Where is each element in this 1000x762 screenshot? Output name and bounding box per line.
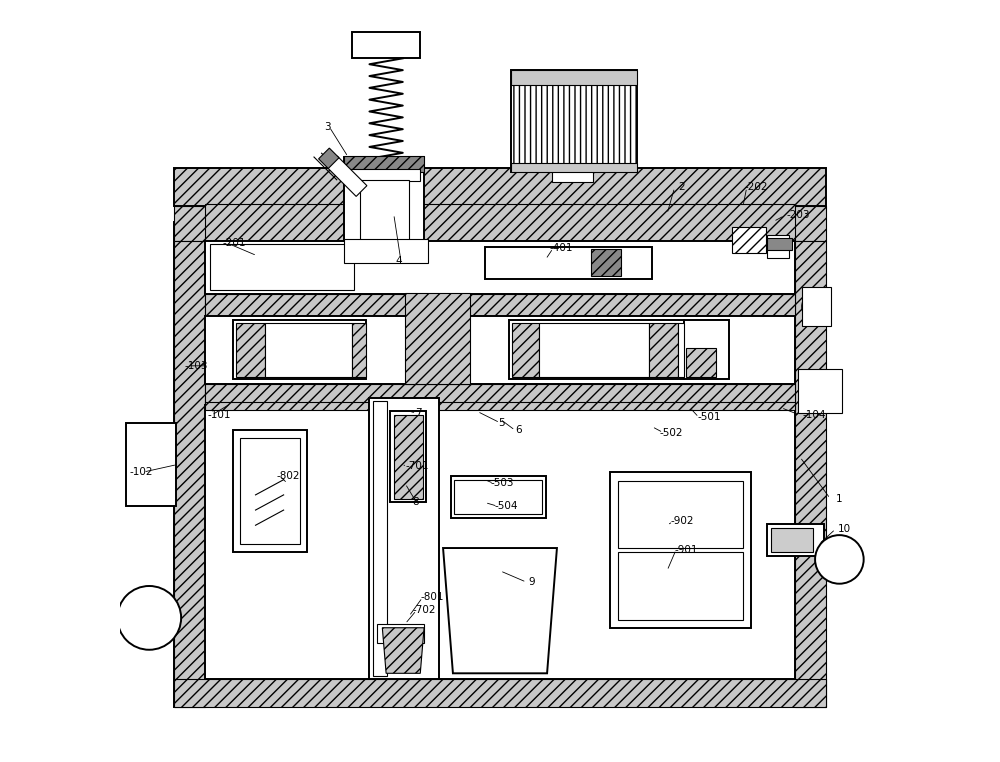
Bar xyxy=(798,369,842,413)
Text: 3: 3 xyxy=(324,122,330,132)
Bar xyxy=(552,168,593,182)
Bar xyxy=(732,227,766,254)
Bar xyxy=(451,476,546,517)
Bar xyxy=(344,157,424,241)
Bar xyxy=(618,482,743,548)
Bar xyxy=(174,679,826,707)
Bar xyxy=(240,438,300,544)
Bar xyxy=(174,241,205,707)
Text: -203: -203 xyxy=(787,210,810,220)
Bar xyxy=(686,348,716,377)
Text: -501: -501 xyxy=(697,412,721,422)
Text: -401: -401 xyxy=(549,243,573,253)
Bar xyxy=(405,293,470,384)
Bar xyxy=(233,320,366,379)
Text: 4: 4 xyxy=(395,256,402,266)
Text: 5: 5 xyxy=(498,418,504,427)
Bar xyxy=(591,249,621,277)
Circle shape xyxy=(802,293,830,320)
Text: 1: 1 xyxy=(836,494,842,504)
Bar xyxy=(236,322,265,377)
Bar xyxy=(352,32,420,59)
Bar xyxy=(348,169,420,181)
Bar xyxy=(684,320,729,379)
Bar xyxy=(377,624,424,643)
Bar xyxy=(205,204,795,241)
Bar xyxy=(678,322,684,377)
Bar xyxy=(205,405,795,679)
Bar xyxy=(795,241,826,707)
Circle shape xyxy=(117,586,181,650)
Bar xyxy=(454,480,542,514)
Text: -101: -101 xyxy=(208,410,231,420)
Text: -104: -104 xyxy=(802,410,826,420)
Bar xyxy=(327,156,367,197)
Text: 8: 8 xyxy=(413,498,419,507)
Text: -201: -201 xyxy=(223,238,246,248)
Bar xyxy=(767,235,789,258)
Bar xyxy=(485,247,652,278)
Bar xyxy=(360,180,409,241)
Bar xyxy=(205,384,795,405)
Bar xyxy=(319,148,339,168)
Bar xyxy=(205,241,795,293)
Text: 6: 6 xyxy=(515,425,522,435)
Text: 7: 7 xyxy=(415,408,422,418)
Bar xyxy=(390,411,426,502)
Bar xyxy=(265,322,352,377)
Text: -202: -202 xyxy=(744,182,768,192)
Bar xyxy=(539,322,649,377)
Bar xyxy=(802,287,831,326)
Bar xyxy=(205,293,795,316)
Bar xyxy=(618,552,743,620)
Text: -801: -801 xyxy=(420,592,444,603)
Circle shape xyxy=(815,535,864,584)
Bar xyxy=(767,239,792,251)
Bar xyxy=(649,322,678,377)
Bar xyxy=(174,207,826,241)
Polygon shape xyxy=(382,628,424,674)
Text: -103: -103 xyxy=(185,361,208,371)
Polygon shape xyxy=(443,548,557,674)
Bar xyxy=(344,239,428,264)
Text: -701: -701 xyxy=(405,461,429,471)
Text: -702: -702 xyxy=(413,605,436,615)
Bar xyxy=(126,423,176,506)
Text: -503: -503 xyxy=(491,479,514,488)
Bar xyxy=(210,245,354,290)
Bar xyxy=(205,315,795,384)
Bar xyxy=(205,402,795,410)
Bar xyxy=(512,322,539,377)
Text: -902: -902 xyxy=(671,517,694,527)
Bar xyxy=(233,431,307,552)
Bar xyxy=(373,401,387,676)
Bar xyxy=(509,320,684,379)
Text: -102: -102 xyxy=(129,467,153,477)
Text: 9: 9 xyxy=(529,577,535,588)
Text: 2: 2 xyxy=(678,182,685,192)
Text: -502: -502 xyxy=(659,427,683,437)
Bar xyxy=(511,69,637,172)
Bar xyxy=(369,398,439,679)
Text: -504: -504 xyxy=(495,501,518,511)
Bar xyxy=(174,168,826,207)
Text: -901: -901 xyxy=(675,545,698,555)
Bar xyxy=(352,322,366,377)
Bar xyxy=(377,401,432,418)
Bar xyxy=(767,523,824,555)
Bar xyxy=(394,415,423,498)
Bar xyxy=(610,472,751,628)
Text: -802: -802 xyxy=(276,471,300,481)
Bar xyxy=(511,163,637,172)
Bar xyxy=(174,222,826,707)
Bar xyxy=(344,155,424,172)
Text: 10: 10 xyxy=(838,524,851,534)
Bar xyxy=(771,527,813,552)
Bar xyxy=(511,69,637,85)
